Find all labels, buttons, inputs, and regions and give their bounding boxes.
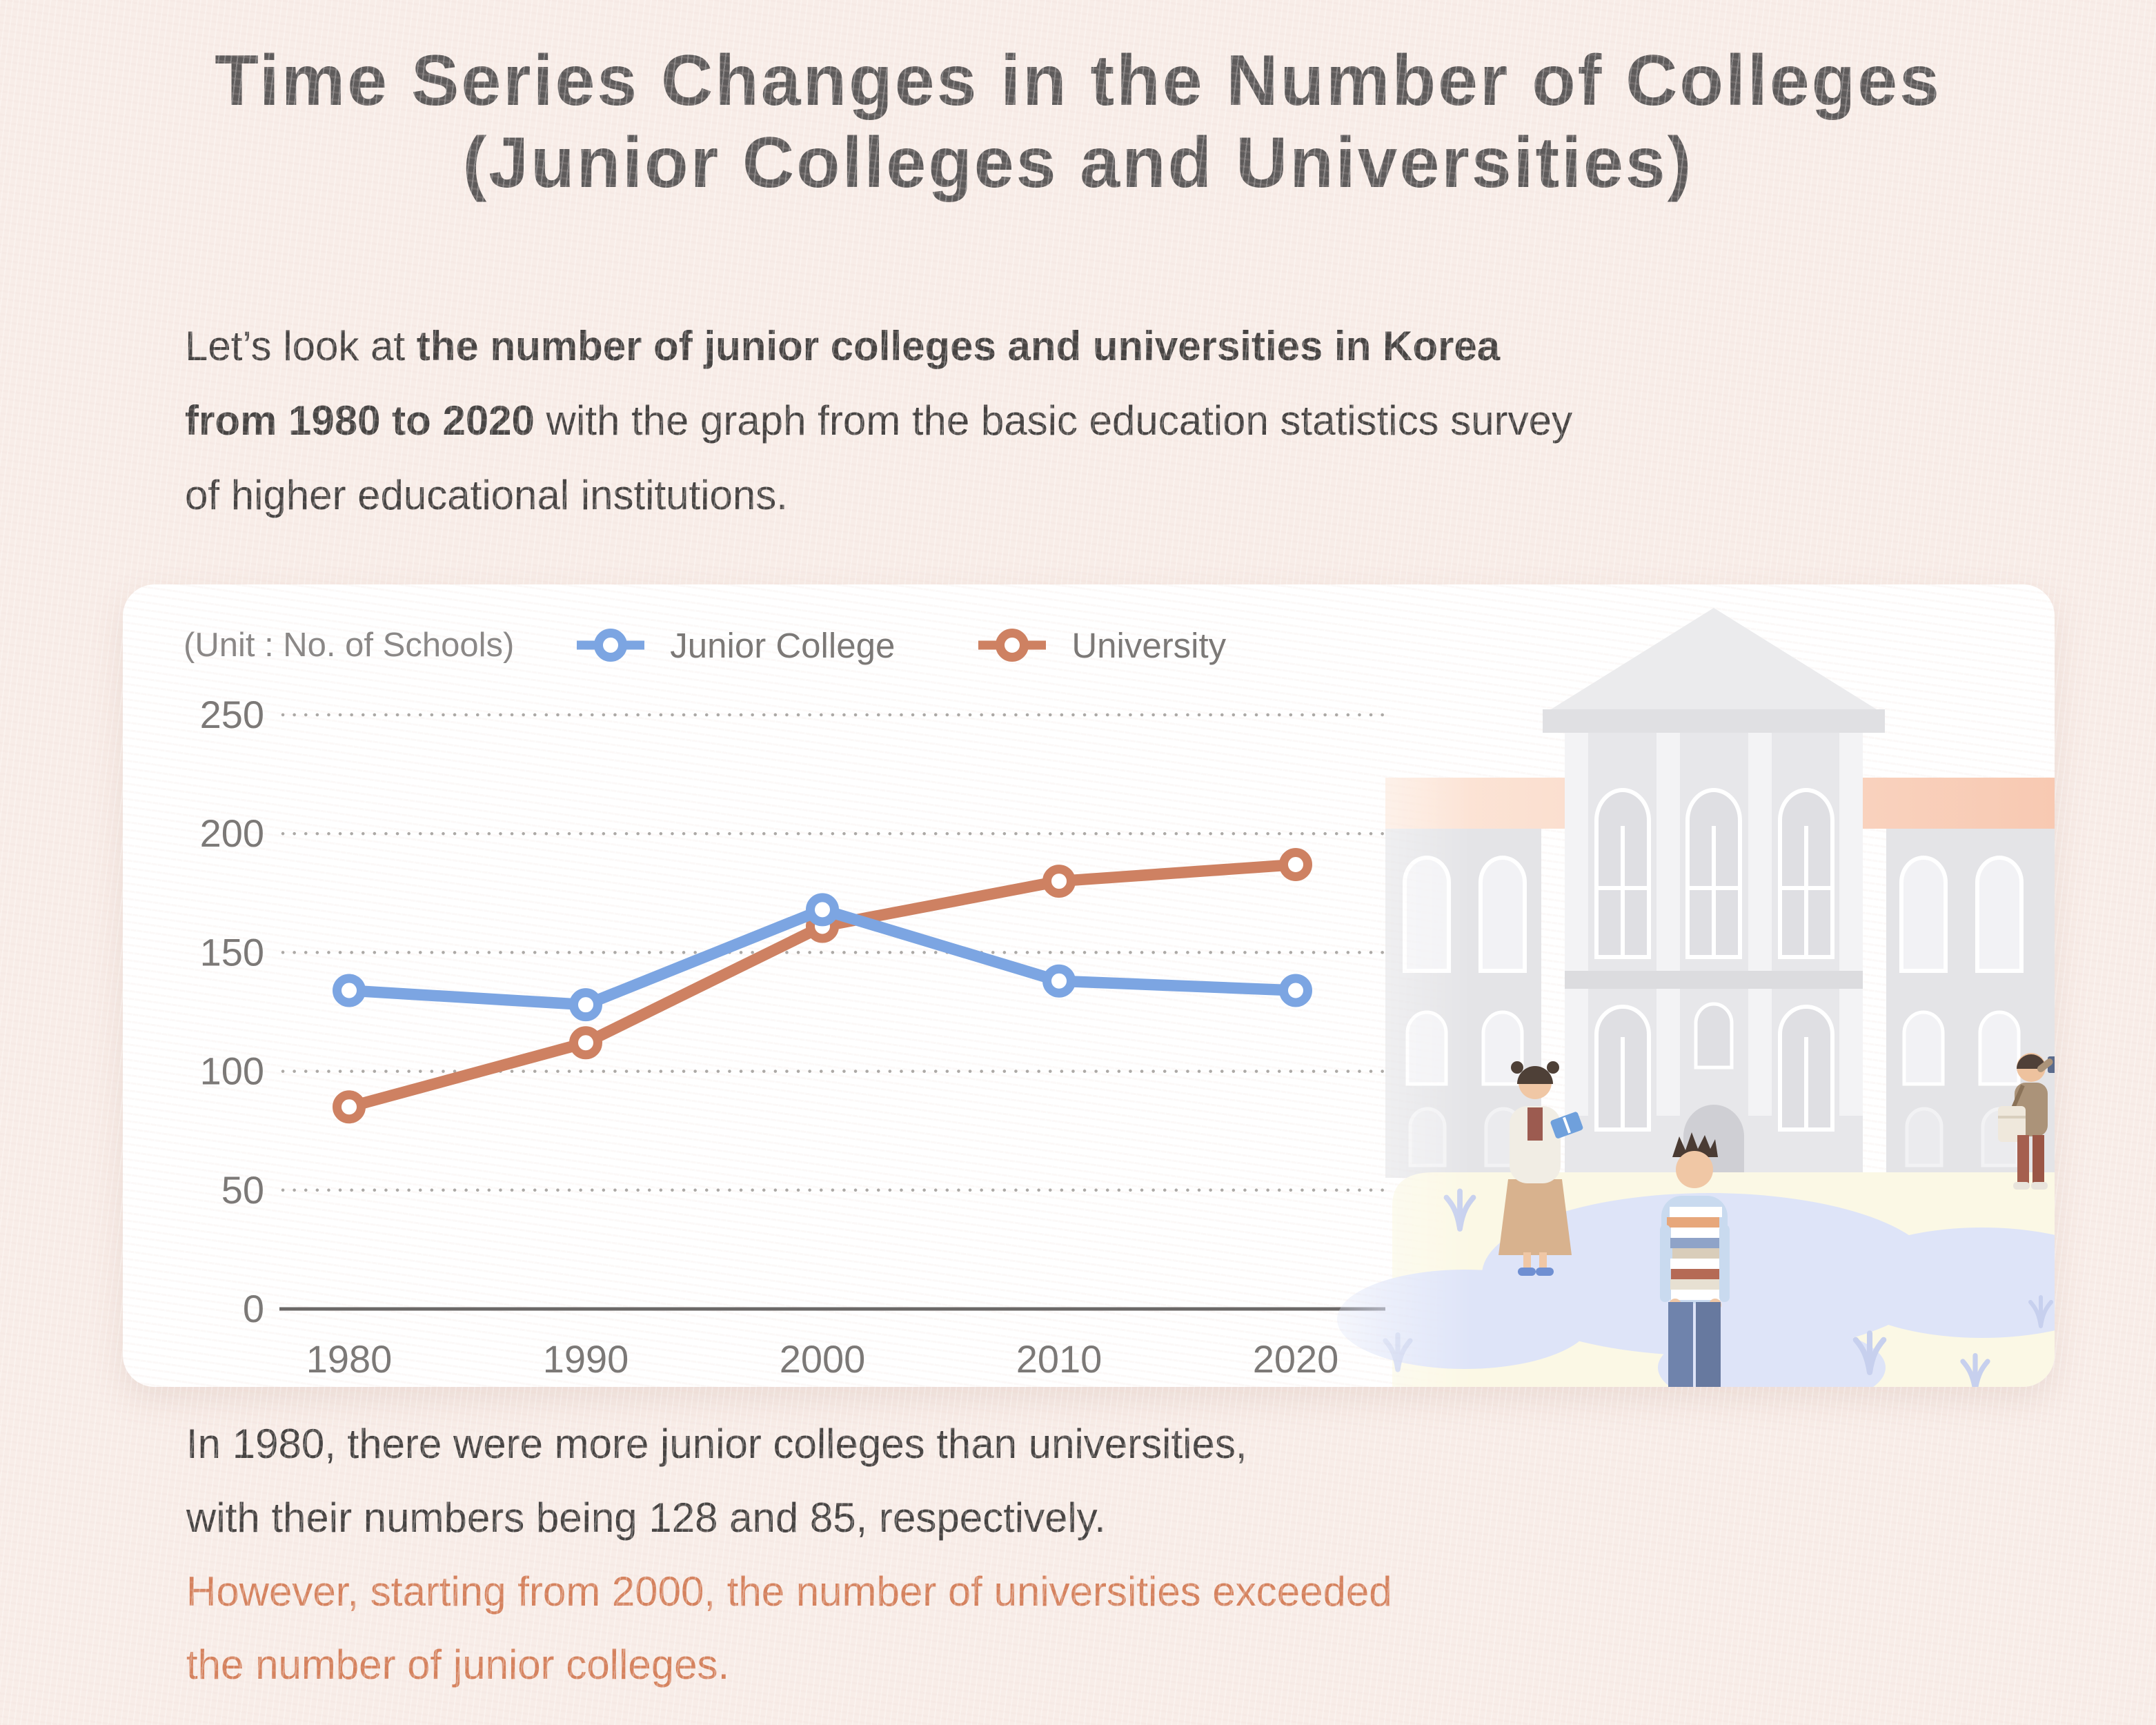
page-title-line-1: Time Series Changes in the Number of Col… — [215, 41, 1941, 121]
chart-legend: (Unit : No. of Schools) Junior College U… — [184, 623, 1226, 667]
caption-block: In 1980, there were more junior colleges… — [186, 1408, 2049, 1702]
student-with-phone — [1998, 1053, 2055, 1190]
y-axis-label-250: 250 — [200, 693, 264, 736]
caption-line: the number of junior colleges. — [186, 1642, 730, 1688]
intro-text-bold: the number of junior colleges and univer… — [416, 323, 1501, 369]
caption-line: However, starting from 2000, the number … — [186, 1568, 1392, 1615]
intro-text-regular-2: with the graph from the basic education … — [534, 397, 1572, 444]
legend-item-junior-college: Junior College — [575, 625, 895, 666]
junior-college-line-marker-icon — [577, 629, 645, 662]
y-axis-label-50: 50 — [221, 1168, 264, 1212]
caption-line: with their numbers being 128 and 85, res… — [186, 1494, 1106, 1541]
intro-text-bold-2: from 1980 to 2020 — [185, 397, 535, 444]
legend-label-junior-college: Junior College — [670, 625, 896, 665]
x-axis-label-2010: 2010 — [1016, 1337, 1102, 1381]
legend-label-university: University — [1071, 625, 1227, 665]
intro-text-regular: Let’s look at — [185, 323, 417, 369]
chart-card: (Unit : No. of Schools) Junior College U… — [123, 584, 2055, 1387]
unit-label: (Unit : No. of Schools) — [184, 627, 515, 664]
university-line-marker-icon — [978, 629, 1047, 662]
x-axis-label-1990: 1990 — [543, 1337, 629, 1381]
campus-illustration — [1337, 608, 2055, 1387]
y-axis-label-150: 150 — [200, 930, 264, 974]
legend-item-university: University — [976, 625, 1226, 666]
caption-line: In 1980, there were more junior colleges… — [186, 1421, 1247, 1467]
x-axis-label-1980: 1980 — [306, 1337, 393, 1381]
x-axis-label-2020: 2020 — [1253, 1337, 1339, 1381]
plants — [1383, 1188, 2053, 1387]
page-title-line-2: (Junior Colleges and Universities) — [462, 122, 1694, 203]
y-axis-label-200: 200 — [200, 811, 264, 855]
intro-text-regular-3: of higher educational institutions. — [185, 472, 788, 518]
intro-paragraph: Let’s look at the number of junior colle… — [185, 309, 2048, 533]
page-title: Time Series Changes in the Number of Col… — [0, 40, 2156, 204]
student-carrying-books — [1660, 1132, 1730, 1387]
x-axis-label-2000: 2000 — [780, 1337, 866, 1381]
campus-building — [1385, 608, 2055, 1185]
student-reading-book — [1499, 1061, 1583, 1276]
y-axis-label-0: 0 — [243, 1287, 264, 1330]
y-axis-label-100: 100 — [200, 1049, 264, 1093]
